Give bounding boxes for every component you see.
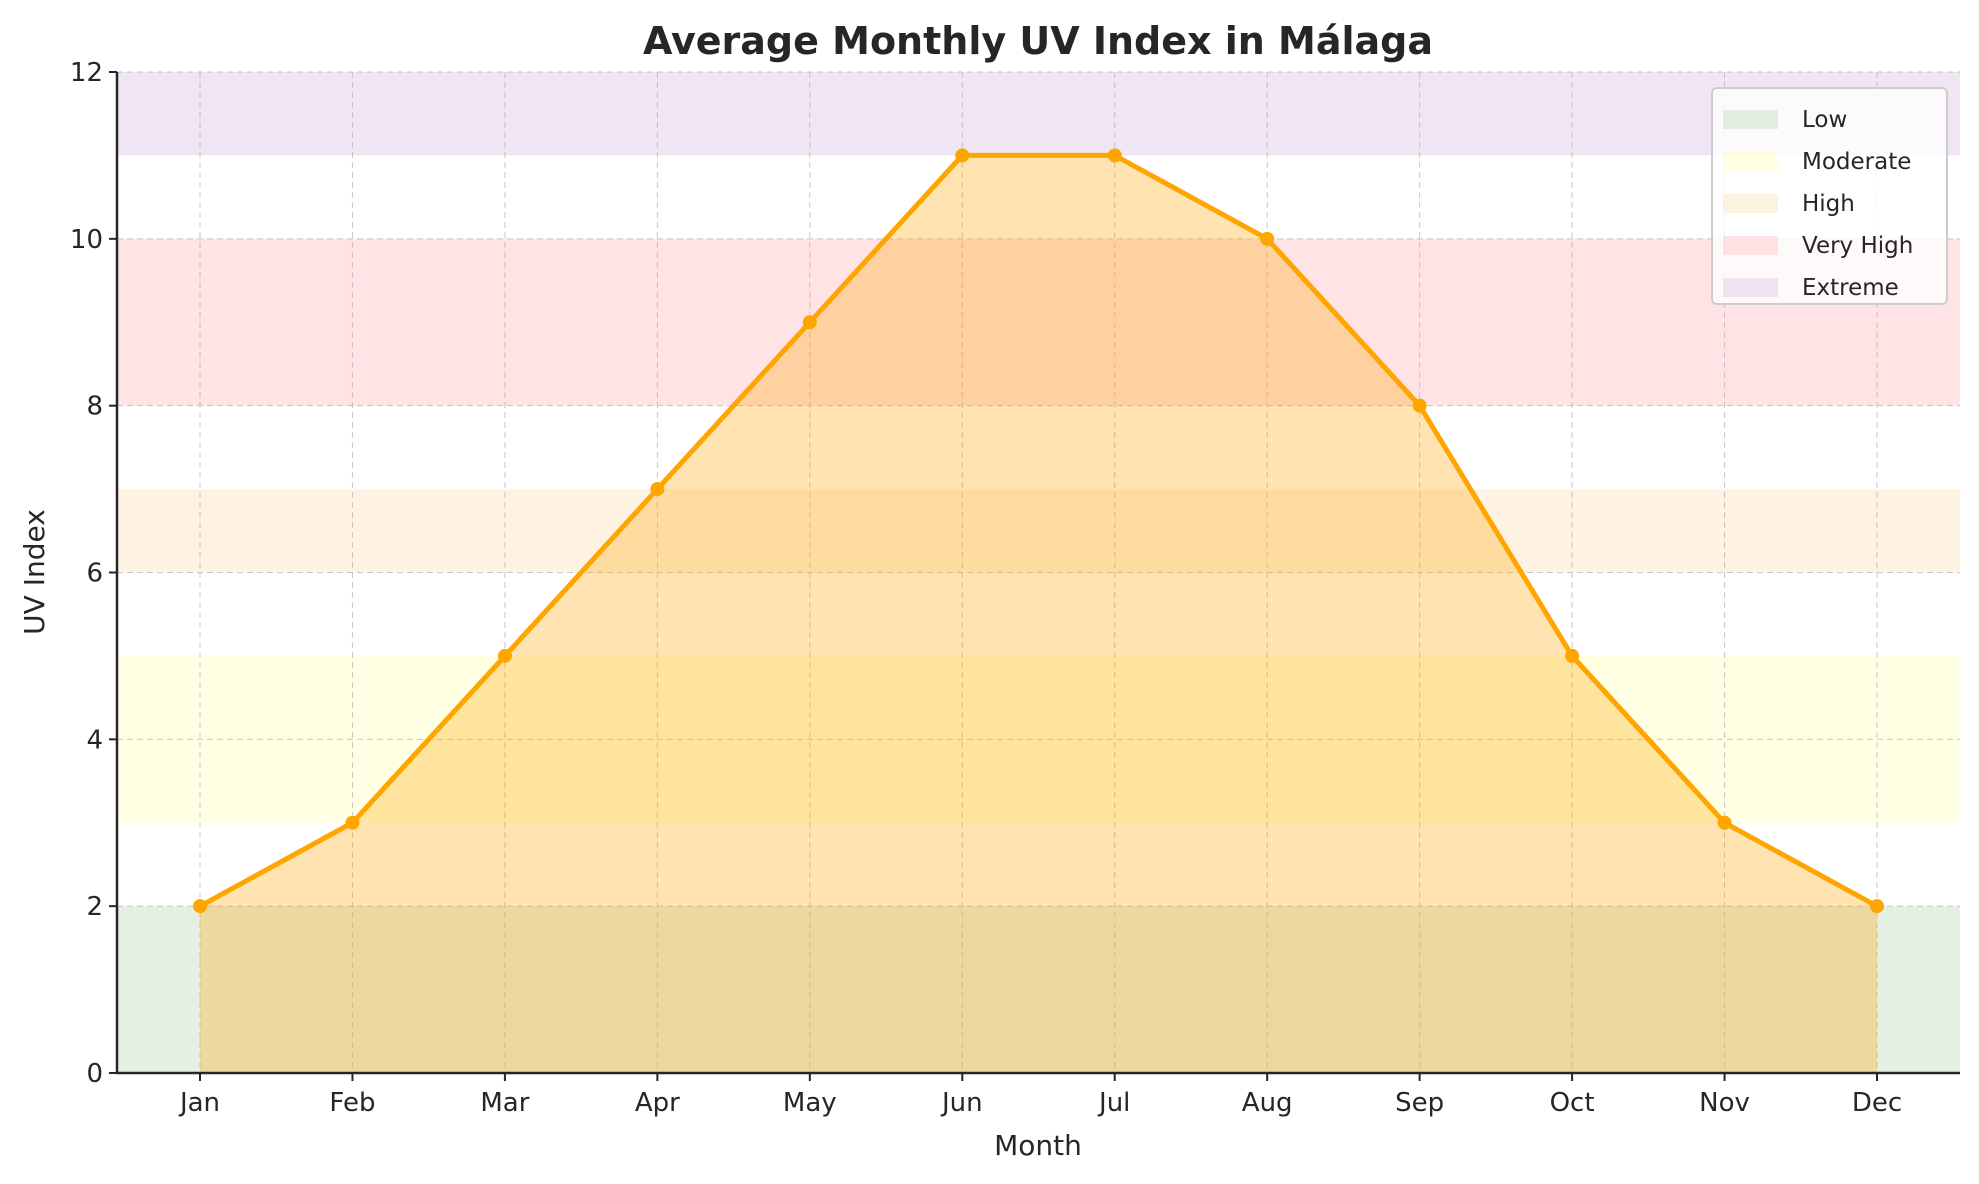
legend-label: Low <box>1802 107 1847 133</box>
x-tick-label-oct: Oct <box>1550 1088 1595 1118</box>
y-tick-label: 10 <box>70 225 103 255</box>
x-tick-label-dec: Dec <box>1852 1088 1902 1118</box>
data-point-mar <box>497 648 512 663</box>
x-tick-label-nov: Nov <box>1699 1088 1750 1118</box>
legend-swatch-low <box>1723 110 1778 129</box>
uv-area-fill <box>200 155 1877 1073</box>
data-point-jan <box>193 899 207 914</box>
legend-swatch-high <box>1723 194 1778 213</box>
band-high <box>117 489 1960 573</box>
data-point-dec <box>1870 899 1884 914</box>
band-very-high <box>117 238 1960 406</box>
y-tick-label: 2 <box>86 892 103 922</box>
data-point-jul <box>1107 148 1122 163</box>
y-tick-label: 8 <box>86 392 103 422</box>
band-low <box>117 906 1960 1073</box>
x-tick-label-sep: Sep <box>1395 1088 1444 1118</box>
x-tick-label-aug: Aug <box>1242 1088 1293 1118</box>
band-extreme <box>117 72 1960 156</box>
y-tick-label: 0 <box>86 1059 103 1089</box>
legend: Low Moderate High Very High Extreme <box>1711 87 1948 305</box>
legend-swatch-moderate <box>1723 152 1778 171</box>
y-tick-label: 12 <box>70 58 103 88</box>
x-tick-label-mar: Mar <box>480 1088 529 1118</box>
data-point-aug <box>1260 231 1275 246</box>
uv-line <box>198 152 1879 909</box>
legend-label: Moderate <box>1802 149 1911 175</box>
legend-label: Very High <box>1802 233 1913 259</box>
x-tick-label-may: May <box>783 1088 837 1118</box>
data-point-sep <box>1412 398 1427 413</box>
x-tick-label-feb: Feb <box>329 1088 375 1118</box>
data-point-nov <box>1717 815 1732 830</box>
legend-label: Extreme <box>1802 275 1899 301</box>
y-tick-label: 4 <box>86 725 103 755</box>
data-point-oct <box>1565 648 1580 663</box>
y-axis-label: UV Index <box>18 509 51 635</box>
x-tick-label-apr: Apr <box>635 1088 680 1118</box>
x-tick-label-jun: Jun <box>940 1088 983 1118</box>
data-point-may <box>802 315 817 330</box>
x-tick-label-jul: Jul <box>1097 1088 1130 1118</box>
data-point-apr <box>650 482 665 497</box>
data-point-jun <box>955 148 970 163</box>
legend-swatch-extreme <box>1723 278 1778 297</box>
chart-title: Average Monthly UV Index in Málaga <box>643 19 1433 63</box>
data-point-feb <box>345 815 360 830</box>
legend-swatch-very-high <box>1723 236 1778 255</box>
x-axis-label: Month <box>994 1129 1082 1162</box>
y-tick-label: 6 <box>86 559 103 589</box>
x-tick-label-jan: Jan <box>178 1088 220 1118</box>
legend-label: High <box>1802 191 1855 217</box>
